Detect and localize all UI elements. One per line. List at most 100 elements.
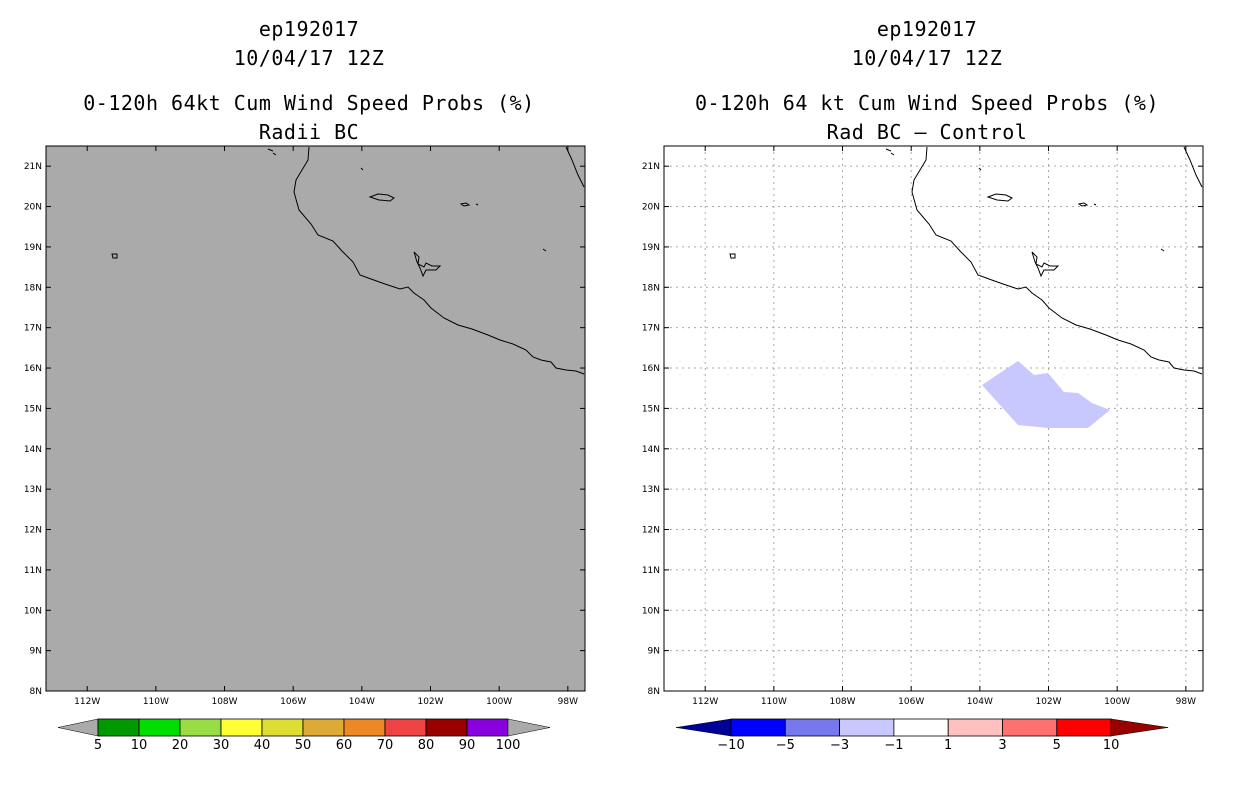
lat-label: 17N — [24, 324, 42, 334]
lat-label: 18N — [642, 283, 660, 293]
coastline — [729, 146, 1203, 375]
lat-label: 16N — [24, 364, 42, 374]
islet-2 — [475, 203, 479, 206]
lon-axis: 112W 110W 108W 106W 104W 102W 100W 98W — [692, 146, 1196, 707]
anomaly-region — [982, 361, 1110, 428]
lat-label: 14N — [642, 445, 660, 455]
colorbar-label: −10 — [717, 738, 744, 753]
colorbar-label: 30 — [213, 738, 230, 753]
panel-subtitle: Rad BC – Control — [826, 120, 1028, 144]
colorbar-label: 90 — [459, 738, 476, 753]
lon-label: 102W — [417, 697, 443, 707]
colorbar-label: 80 — [418, 738, 435, 753]
lon-label: 102W — [1035, 697, 1061, 707]
islet-north — [885, 148, 892, 152]
colorbar-label: 10 — [131, 738, 148, 753]
colorbar-swatch — [179, 718, 222, 737]
islet-1 — [360, 167, 364, 171]
lat-label: 14N — [24, 445, 42, 455]
islet-3 — [1160, 248, 1165, 252]
colorbar-swatch — [384, 718, 427, 737]
colorbar-label: 1 — [944, 738, 952, 753]
lon-label: 100W — [1104, 697, 1130, 707]
lat-label: 9N — [648, 647, 660, 657]
grid-lines — [664, 146, 1203, 692]
colorbar-label: −1 — [884, 738, 903, 753]
colorbar-swatch — [220, 718, 263, 737]
right-panel: ep192017 10/04/17 12Z 0-120h 64 kt Cum W… — [618, 0, 1236, 800]
colorbar-swatch — [1002, 718, 1058, 737]
lon-label: 108W — [211, 697, 237, 707]
lat-label: 13N — [24, 485, 42, 495]
lat-label: 15N — [642, 404, 660, 414]
islet-2 — [1093, 203, 1097, 206]
lake-chapala — [368, 193, 395, 202]
lon-label: 112W — [74, 697, 100, 707]
lon-label: 108W — [829, 697, 855, 707]
lat-label: 10N — [24, 606, 42, 616]
date-time: 10/04/17 12Z — [851, 46, 1003, 70]
lat-label: 13N — [642, 485, 660, 495]
lat-label: 10N — [642, 606, 660, 616]
lat-label: 9N — [30, 647, 42, 657]
lat-label: 11N — [642, 566, 660, 576]
colorbar-swatch — [97, 718, 140, 737]
islet-north-2 — [272, 152, 277, 156]
probability-field — [46, 146, 585, 691]
right-map: 21N 20N 19N 18N 17N 16N 15N 14N 13N 12N 11N 10N 9N 8N… — [642, 145, 1204, 753]
colorbar-high-end — [507, 718, 551, 737]
island-socorro — [111, 253, 118, 259]
lon-label: 110W — [761, 697, 787, 707]
colorbar-swatch — [138, 718, 181, 737]
colorbar-low-end — [675, 718, 732, 737]
colorbar-label: 5 — [1053, 738, 1061, 753]
mexico-coastline-ne — [1183, 146, 1203, 188]
colorbar-label: 60 — [336, 738, 353, 753]
coastline — [111, 146, 585, 375]
colorbar-label: −5 — [776, 738, 795, 753]
lon-label: 106W — [898, 697, 924, 707]
lat-label: 12N — [642, 526, 660, 536]
colorbar-label: 40 — [254, 738, 271, 753]
lat-label: 21N — [24, 162, 42, 172]
left-colorbar: 5 10 20 30 40 50 60 70 80 90 100 — [57, 718, 551, 753]
date-time: 10/04/17 12Z — [233, 46, 385, 70]
reservoir-east — [1077, 202, 1089, 207]
colorbar-label: 100 — [496, 738, 521, 753]
colorbar-swatch — [425, 718, 468, 737]
lat-label: 15N — [24, 404, 42, 414]
colorbar-swatch — [343, 718, 386, 737]
panel-subtitle: Radii BC — [258, 120, 360, 144]
colorbar-label: 5 — [94, 738, 102, 753]
lon-axis: 112W 110W 108W 106W 104W 102W 100W 98W — [74, 146, 578, 707]
colorbar-swatch — [261, 718, 304, 737]
island-socorro — [729, 253, 736, 259]
lon-label: 100W — [486, 697, 512, 707]
mexico-coastline — [293, 146, 585, 375]
colorbar-label: 20 — [172, 738, 189, 753]
left-map: 21N 20N 19N 18N 17N 16N 15N 14N 13N 12N 11N 10N 9N 8N… — [24, 145, 586, 753]
reservoir-east — [459, 202, 471, 207]
colorbar-label: 10 — [1103, 738, 1120, 753]
lon-label: 106W — [280, 697, 306, 707]
colorbar-low-end — [57, 718, 99, 737]
left-panel: ep192017 10/04/17 12Z 0-120h 64kt Cum Wi… — [24, 17, 586, 753]
right-colorbar: −10 −5 −3 −1 1 3 5 10 — [675, 718, 1169, 753]
lat-label: 11N — [24, 566, 42, 576]
lake-chapala — [986, 193, 1013, 202]
lat-label: 20N — [24, 203, 42, 213]
colorbar-swatch — [784, 718, 841, 737]
lat-label: 19N — [642, 243, 660, 253]
islet-1 — [978, 167, 982, 171]
colorbar-swatch — [893, 718, 949, 737]
islet-north-2 — [890, 152, 895, 156]
lon-label: 104W — [349, 697, 375, 707]
lat-label: 18N — [24, 283, 42, 293]
lat-label: 19N — [24, 243, 42, 253]
colorbar-swatch — [947, 718, 1003, 737]
lat-label: 17N — [642, 324, 660, 334]
difference-field — [664, 146, 1203, 691]
lon-label: 112W — [692, 697, 718, 707]
storm-id: ep192017 — [876, 17, 978, 41]
lon-label: 98W — [558, 697, 578, 707]
